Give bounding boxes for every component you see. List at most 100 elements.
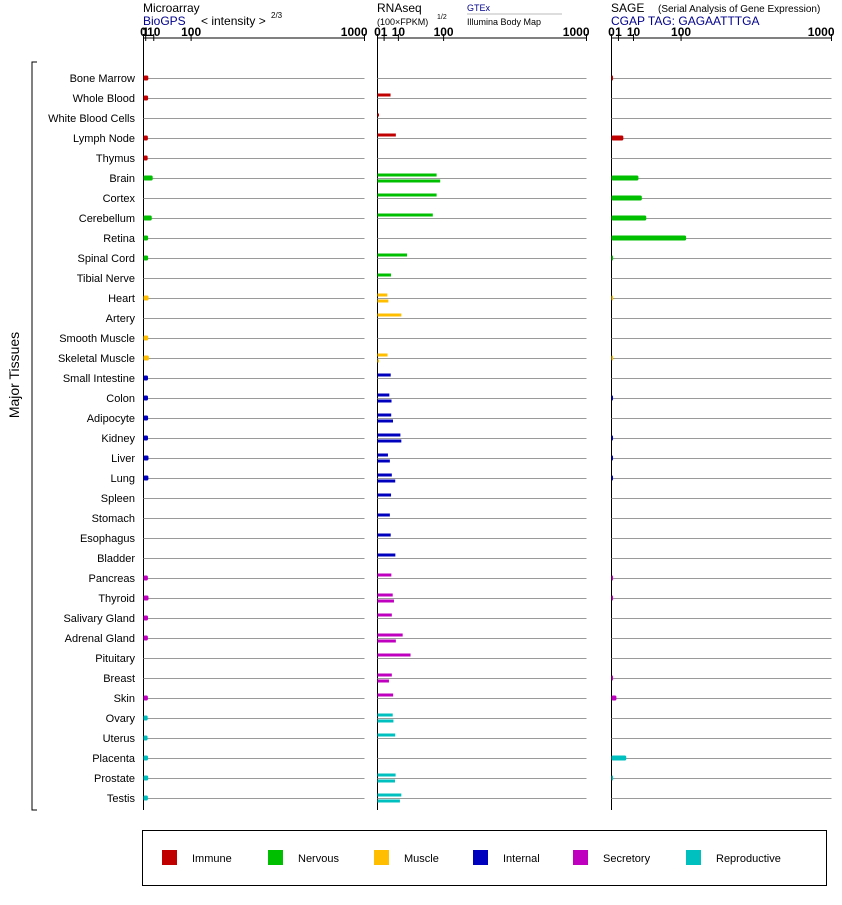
rnaseq-bodymap-bar bbox=[377, 719, 394, 723]
tissue-label: Stomach bbox=[92, 513, 135, 525]
rnaseq-bodymap-bar bbox=[377, 299, 389, 303]
sage-bar bbox=[611, 175, 639, 181]
rnaseq-gtex-bar bbox=[377, 313, 402, 317]
tissue-label: Adrenal Gland bbox=[65, 633, 135, 645]
sage-bar bbox=[611, 75, 613, 81]
rnaseq-gtex-bar bbox=[377, 673, 392, 677]
rnaseq-gtex-bar bbox=[377, 733, 396, 737]
sage-bar bbox=[611, 695, 617, 701]
rnaseq-gtex-bar bbox=[377, 393, 390, 397]
sage-bar bbox=[611, 235, 687, 241]
rnaseq-gtex-bar bbox=[377, 533, 391, 537]
microarray-bar bbox=[143, 75, 149, 81]
microarray-bar bbox=[143, 375, 148, 381]
tissue-label: Lymph Node bbox=[73, 133, 135, 145]
rnaseq-gtex-bar bbox=[377, 113, 379, 117]
rnaseq-header: RNAseq (100×FPKM) 1/2 GTEx Illumina Body… bbox=[377, 1, 562, 27]
tissue-label: Smooth Muscle bbox=[59, 333, 135, 345]
tissue-label: Breast bbox=[103, 673, 135, 685]
rnaseq-unit-label: (100×FPKM) bbox=[377, 17, 428, 27]
rnaseq-bodymap-bar bbox=[377, 179, 441, 183]
microarray-title: Microarray bbox=[143, 1, 200, 15]
rnaseq-bodymap-bar bbox=[377, 419, 393, 423]
legend-label-immune: Immune bbox=[192, 853, 232, 865]
rnaseq-bodymap-bar bbox=[377, 679, 389, 683]
rnaseq-tick-label: 1 bbox=[381, 25, 388, 39]
sage-bar bbox=[611, 255, 613, 261]
rnaseq-title: RNAseq bbox=[377, 1, 422, 15]
rnaseq-gtex-bar bbox=[377, 173, 437, 177]
tissue-label: Skeletal Muscle bbox=[58, 353, 135, 365]
legend-swatch-internal bbox=[473, 850, 488, 865]
tissue-label: Retina bbox=[103, 233, 136, 245]
microarray-tick-label: 1000 bbox=[341, 25, 368, 39]
microarray-bar bbox=[143, 775, 149, 781]
tissue-label: Spinal Cord bbox=[78, 253, 135, 265]
sage-bar bbox=[611, 355, 613, 361]
microarray-bar bbox=[143, 475, 149, 481]
rnaseq-gtex-bar bbox=[377, 573, 392, 577]
sage-tick-label: 0 bbox=[608, 25, 615, 39]
rows-layer: Bone Marrow Whole Blood White Blood Cells L… bbox=[48, 73, 832, 805]
rnaseq-gtex-bar bbox=[377, 193, 437, 197]
tissue-label: Thymus bbox=[96, 153, 136, 165]
sage-tag: CGAP TAG: GAGAATTTGA bbox=[611, 14, 759, 28]
microarray-tick-label: 1 bbox=[142, 25, 149, 39]
sage-bar bbox=[611, 675, 613, 681]
rnaseq-gtex-bar bbox=[377, 793, 402, 797]
sage-bar bbox=[611, 135, 624, 141]
tissue-label: Liver bbox=[111, 453, 135, 465]
legend-label-muscle: Muscle bbox=[404, 853, 439, 865]
tissue-label: Bone Marrow bbox=[70, 73, 135, 85]
microarray-bar bbox=[143, 175, 153, 181]
sage-header: SAGE (Serial Analysis of Gene Expression… bbox=[611, 1, 820, 28]
tissue-label: Skin bbox=[114, 693, 135, 705]
rnaseq-gtex-bar bbox=[377, 253, 408, 257]
microarray-header: Microarray BioGPS < intensity > 2/3 bbox=[143, 1, 283, 28]
legend-label-reproductive: Reproductive bbox=[716, 853, 781, 865]
rnaseq-bodymap-bar bbox=[377, 399, 392, 403]
rnaseq-gtex-bar bbox=[377, 513, 390, 517]
tissue-label: Testis bbox=[107, 793, 136, 805]
rnaseq-gtex-bar bbox=[377, 473, 392, 477]
microarray-bar bbox=[143, 255, 149, 261]
rnaseq-bodymap-bar bbox=[377, 439, 402, 443]
rnaseq-gtex-bar bbox=[377, 353, 388, 357]
legend-swatch-nervous bbox=[268, 850, 283, 865]
microarray-exponent: 2/3 bbox=[271, 11, 283, 20]
rnaseq-source-bodymap: Illumina Body Map bbox=[467, 17, 541, 27]
rnaseq-gtex-bar bbox=[377, 713, 393, 717]
tissue-label: Colon bbox=[106, 393, 135, 405]
rnaseq-gtex-bar bbox=[377, 413, 392, 417]
rnaseq-bodymap-bar bbox=[377, 799, 400, 803]
sage-bar bbox=[611, 455, 613, 461]
legend-label-internal: Internal bbox=[503, 853, 540, 865]
microarray-bar bbox=[143, 735, 148, 741]
sage-bar bbox=[611, 595, 613, 601]
rnaseq-bodymap-bar bbox=[377, 779, 395, 783]
microarray-bar bbox=[143, 455, 149, 461]
rnaseq-bodymap-bar bbox=[377, 599, 394, 603]
tissue-label: Bladder bbox=[97, 553, 135, 565]
microarray-unit-label: < intensity > bbox=[201, 14, 266, 28]
tissue-label: Salivary Gland bbox=[63, 613, 135, 625]
microarray-tick-label: 100 bbox=[181, 25, 201, 39]
y-axis-bracket bbox=[31, 61, 37, 811]
rnaseq-exponent: 1/2 bbox=[437, 14, 447, 21]
sage-bar bbox=[611, 195, 642, 201]
microarray-bar bbox=[143, 215, 152, 221]
microarray-bar bbox=[143, 355, 149, 361]
tissue-label: Adipocyte bbox=[87, 413, 135, 425]
rnaseq-tick-label: 10 bbox=[392, 25, 406, 39]
rnaseq-bodymap-bar bbox=[377, 459, 390, 463]
tissue-label: Spleen bbox=[101, 493, 135, 505]
microarray-bar bbox=[143, 715, 148, 721]
tissue-label: Heart bbox=[108, 293, 135, 305]
microarray-bar bbox=[143, 235, 149, 241]
sage-tick-label: 1000 bbox=[808, 25, 835, 39]
y-axis-label: Major Tissues bbox=[6, 332, 22, 418]
sage-bar bbox=[611, 395, 613, 401]
